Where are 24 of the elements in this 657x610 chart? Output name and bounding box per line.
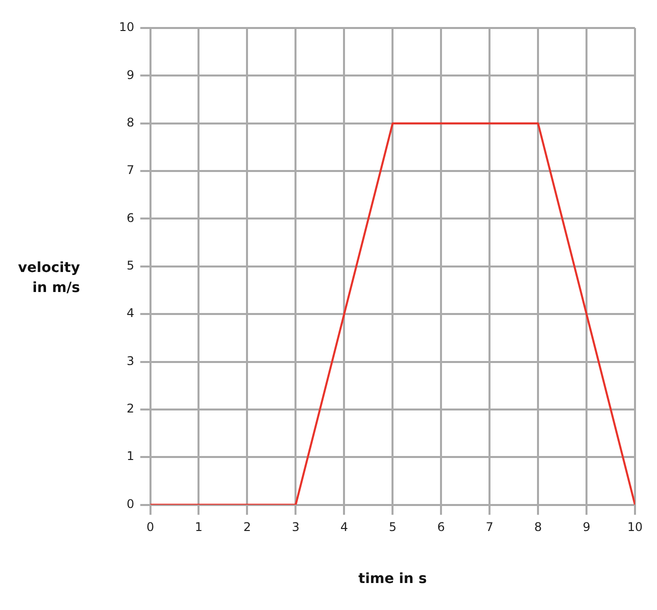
x-tick-label: 7	[486, 520, 494, 534]
x-tick-label: 2	[243, 520, 252, 534]
x-tick-label: 8	[534, 520, 542, 534]
x-tick-label: 9	[582, 520, 590, 534]
x-tick-label: 4	[340, 520, 348, 534]
x-tick-label: 6	[437, 520, 445, 534]
y-tick-label: 1	[126, 449, 134, 464]
y-axis-title: velocity in m/s	[17, 259, 80, 298]
y-tick-label: 4	[126, 306, 134, 320]
x-tick-label: 10	[627, 520, 643, 534]
x-tick-label: 0	[146, 520, 154, 534]
x-tick-label: 3	[292, 520, 300, 534]
y-tick-label: 7	[126, 163, 134, 178]
x-axis-title: time in s	[358, 571, 427, 588]
y-tick-label: 9	[126, 68, 134, 82]
y-tick-label: 6	[126, 210, 134, 225]
y-tick-label: 0	[126, 496, 134, 511]
x-tick-label: 5	[388, 520, 396, 534]
y-tick-label: 3	[126, 354, 134, 368]
y-tick-label: 2	[126, 402, 134, 416]
y-tick-label: 10	[118, 20, 134, 34]
x-tick-label: 1	[194, 520, 203, 534]
y-tick-label: 8	[126, 115, 134, 130]
y-tick-label: 5	[126, 258, 134, 273]
